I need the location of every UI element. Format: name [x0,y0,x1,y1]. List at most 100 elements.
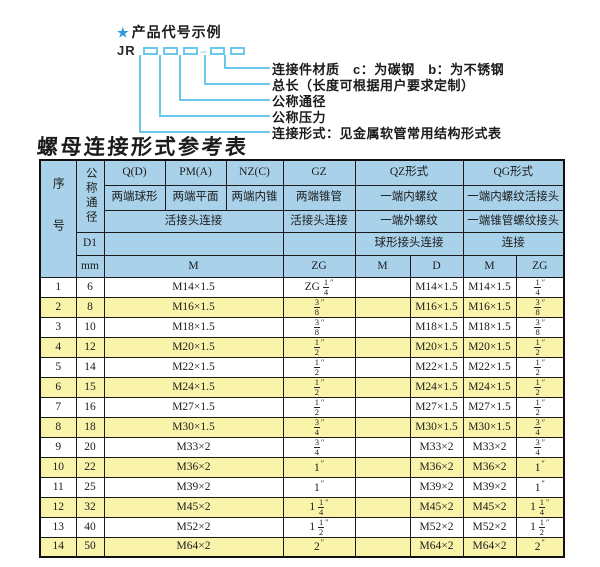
cell-mm: 15 [75,376,105,398]
cell-qg-m: M52×2 [462,516,517,538]
cell-mm: 32 [75,496,105,518]
cell-qg-m: M33×2 [462,436,517,458]
code-dash: – [200,43,207,58]
connector-line [159,55,270,117]
cell-qz-m [354,296,411,318]
header-nominal-diameter: 公称通径 [75,159,105,233]
table-row: 11 25 M39×2 1″ M39×2 M39×2 1″ [39,476,565,498]
table-row: 10 22 M36×2 1″ M36×2 M36×2 1″ [39,456,565,478]
table-row: 5 14 M22×1.5 1 2 ″ M22×1.5 M22×1.5 1 2 ″ [39,356,565,378]
cell-qg-m: M64×2 [462,536,517,558]
table-row: 7 16 M27×1.5 1 2 ″ M27×1.5 M27×1.5 1 2 ″ [39,396,565,418]
cell-no: 8 [39,416,77,438]
label-connection-form: 连接形式：见金属软管常用结构形式表 [272,126,502,141]
cell-qz-d: M30×1.5 [409,416,464,438]
cell-mm: 6 [75,276,105,298]
cell-zg: 1 1 4 ″ [282,496,356,518]
cell-qg-m: M20×1.5 [462,336,517,358]
label-total-length: 总长（长度可根据用户要求定制） [272,78,475,93]
cell-qg-m: M39×2 [462,476,517,498]
cell-m: M39×2 [103,476,284,498]
cell-m: M45×2 [103,496,284,518]
cell-qg-m: M18×1.5 [462,316,517,338]
header-qz-desc2: 一端外螺纹 [354,209,464,233]
header-gz-connection: 活接头连接 [282,209,356,233]
header-qz-connection: 球形接头连接 [354,231,464,256]
cell-qg-zg: 1 1 4 ″ [515,496,565,518]
cell-zg: 1″ [282,476,356,498]
header-qz-m-unit: M [354,254,411,278]
cell-qg-zg: 3 4 ″ [515,416,565,438]
cell-m: M52×2 [103,516,284,538]
cell-zg: 3 8 ″ [282,296,356,318]
cell-m: M36×2 [103,456,284,478]
reference-table: 序号 公称通径 Q(D) PM(A) NZ(C) GZ QZ形式 QG形式 两端… [39,159,565,558]
connector-line [139,55,270,133]
header-pm-desc: 两端平面 [164,184,227,211]
header-qg-zg-unit: ZG [515,254,565,278]
cell-mm: 8 [75,296,105,318]
cell-no: 2 [39,296,77,318]
code-box-3 [182,46,198,55]
cell-qg-zg: 1 2 ″ [515,376,565,398]
header-qz-desc1: 一端内螺纹 [354,184,464,211]
cell-zg: 1″ [282,456,356,478]
cell-qz-m [354,356,411,378]
cell-qz-d: M45×2 [409,496,464,518]
table-body: 1 6 M14×1.5 ZG 1 4 ″ M14×1.5 M14×1.5 1 4 ″ 2 8 M16×1.… [39,276,565,558]
connector-line [204,55,270,85]
table-header: 序号 公称通径 Q(D) PM(A) NZ(C) GZ QZ形式 QG形式 两端… [39,159,565,278]
product-code-heading: ★ 产品代号示例 [117,22,222,42]
header-qg-desc2: 一端锥管螺纹接头 [462,209,565,233]
label-nominal-pressure: 公称压力 [272,110,327,125]
cell-zg: ZG 1 4 ″ [282,276,356,298]
header-d1: D1 [75,231,105,256]
cell-qg-m: M45×2 [462,496,517,518]
cell-zg: 1 2 ″ [282,376,356,398]
cell-mm: 40 [75,516,105,538]
cell-qg-zg: 3 8 ″ [515,316,565,338]
header-q-code: Q(D) [103,159,166,186]
cell-zg: 3 8 ″ [282,316,356,338]
cell-qg-m: M14×1.5 [462,276,517,298]
header-qg-desc1: 一端内螺纹活接头 [462,184,565,211]
cell-no: 5 [39,356,77,378]
cell-qz-m [354,316,411,338]
cell-qg-zg: 1 2 ″ [515,396,565,418]
header-qg-code: QG形式 [462,159,565,186]
cell-no: 13 [39,516,77,538]
label-nominal-diameter: 公称通径 [272,94,327,109]
header-nominal-diameter-text: 公称通径 [84,167,97,226]
header-seq: 序号 [39,159,77,278]
cell-no: 9 [39,436,77,458]
header-nz-desc: 两端内锥 [225,184,284,211]
header-qz-d-unit: D [409,254,464,278]
cell-qg-zg: 1 4 ″ [515,276,565,298]
cell-mm: 10 [75,316,105,338]
cell-qz-m [354,516,411,538]
cell-qz-d: M36×2 [409,456,464,478]
header-nz-code: NZ(C) [225,159,284,186]
cell-mm: 20 [75,436,105,458]
cell-qz-d: M18×1.5 [409,316,464,338]
cell-qg-zg: 1 1 2 ″ [515,516,565,538]
cell-zg: 2″ [282,536,356,558]
cell-m: M20×1.5 [103,336,284,358]
header-qg-connection: 连接 [462,231,565,256]
cell-zg: 3 4 ″ [282,436,356,458]
cell-m: M24×1.5 [103,376,284,398]
cell-qg-zg: 1 2 ″ [515,336,565,358]
header-mm: mm [75,254,105,278]
table-row: 2 8 M16×1.5 3 8 ″ M16×1.5 M16×1.5 3 8 ″ [39,296,565,318]
cell-qz-m [354,496,411,518]
cell-qg-zg: 2″ [515,536,565,558]
cell-zg: 1 2 ″ [282,396,356,418]
star-icon: ★ [117,25,130,40]
table-row: 14 50 M64×2 2″ M64×2 M64×2 2″ [39,536,565,558]
cell-qz-d: M22×1.5 [409,356,464,378]
cell-qz-d: M16×1.5 [409,296,464,318]
cell-m: M16×1.5 [103,296,284,318]
cell-qg-zg: 3 4 ″ [515,436,565,458]
header-m-unit: M [103,254,284,278]
